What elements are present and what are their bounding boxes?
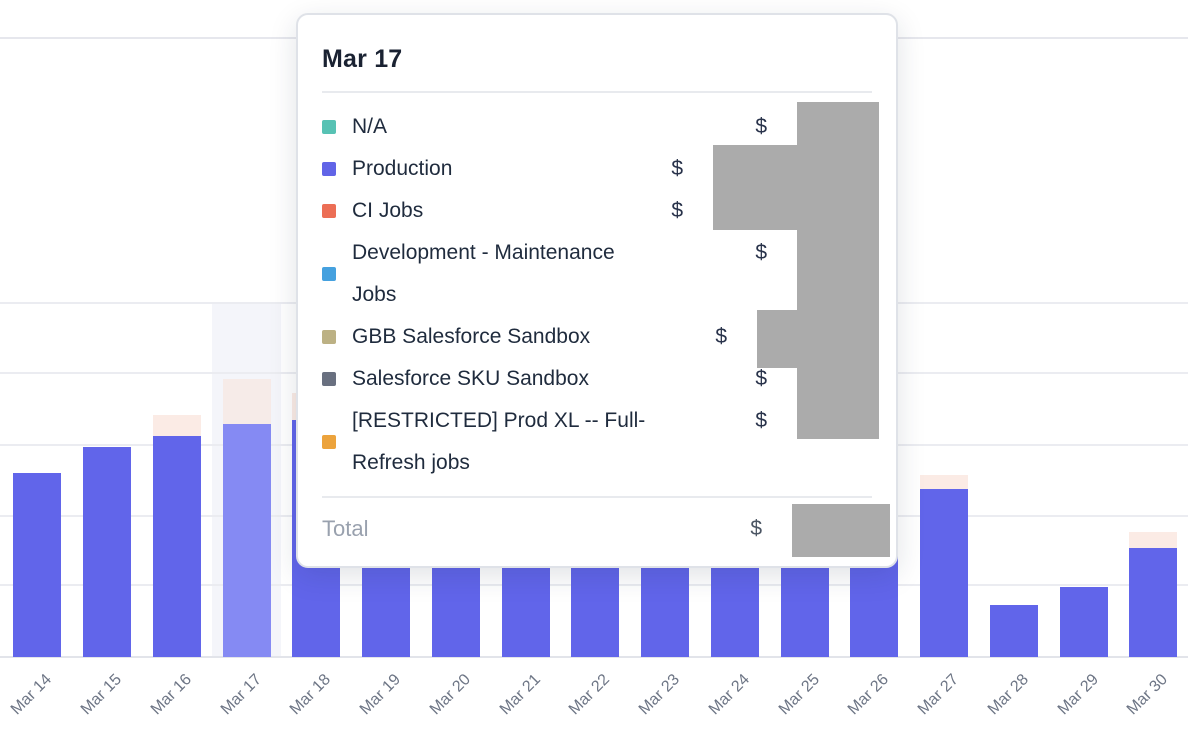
tooltip-row: [RESTRICTED] Prod XL -- Full- Refresh jo…	[322, 400, 872, 484]
bar-segment-secondary[interactable]	[222, 379, 271, 424]
series-swatch	[322, 372, 336, 386]
series-swatch	[322, 330, 336, 344]
bar-segment-primary[interactable]	[152, 436, 201, 657]
tooltip-row: CI Jobs $	[322, 190, 872, 232]
series-swatch	[322, 435, 336, 449]
series-swatch	[322, 120, 336, 134]
bar-segment-secondary[interactable]	[920, 475, 969, 489]
redacted-value-overlay	[797, 368, 879, 439]
tooltip-row: GBB Salesforce Sandbox $	[322, 316, 872, 358]
series-swatch	[322, 204, 336, 218]
redacted-value-overlay	[757, 310, 879, 368]
series-label: Production	[352, 157, 453, 180]
x-axis-line	[0, 655, 1188, 658]
row-value-currency: $	[755, 367, 767, 390]
row-value-currency: $	[671, 157, 683, 180]
tooltip-divider	[322, 496, 872, 498]
series-label: N/A	[352, 115, 388, 138]
redacted-value-overlay	[792, 504, 890, 557]
row-value-currency: $	[755, 409, 767, 432]
bar-segment-primary[interactable]	[13, 473, 62, 657]
tooltip-row: Development - Maintenance Jobs $	[322, 232, 872, 316]
row-value-currency: $	[715, 325, 727, 348]
series-label: CI Jobs	[352, 199, 424, 222]
bar-segment-primary[interactable]	[1059, 587, 1108, 657]
row-value-currency: $	[755, 115, 767, 138]
redacted-value-overlay	[797, 230, 879, 310]
series-label: Salesforce SKU Sandbox	[352, 367, 589, 390]
tooltip-total-label: Total	[322, 516, 369, 541]
series-label: Development - Maintenance Jobs	[352, 241, 615, 306]
row-value-currency: $	[671, 199, 683, 222]
redacted-value-overlay	[797, 102, 879, 145]
tooltip-row: Production $	[322, 148, 872, 190]
tooltip-divider	[322, 91, 872, 93]
series-swatch	[322, 162, 336, 176]
tooltip-row: Salesforce SKU Sandbox $	[322, 358, 872, 400]
series-label: [RESTRICTED] Prod XL -- Full- Refresh jo…	[352, 409, 646, 474]
series-swatch	[322, 267, 336, 281]
redacted-value-overlay	[713, 145, 879, 230]
tooltip-total-currency: $	[750, 517, 762, 540]
tooltip-row: N/A $	[322, 106, 872, 148]
bar-segment-primary[interactable]	[989, 605, 1038, 657]
series-label: GBB Salesforce Sandbox	[352, 325, 591, 348]
bar-segment-primary[interactable]	[222, 423, 271, 657]
chart-tooltip: Mar 17 N/A $ Production $ CI Jobs $ Developmen…	[296, 13, 898, 568]
tooltip-total-row: Total $	[322, 508, 872, 550]
bar-segment-primary[interactable]	[83, 447, 132, 657]
bar-segment-secondary[interactable]	[1129, 532, 1178, 548]
bar-segment-secondary[interactable]	[152, 415, 201, 436]
bar-segment-primary[interactable]	[920, 489, 969, 657]
bar-segment-primary[interactable]	[1129, 548, 1178, 657]
row-value-currency: $	[755, 241, 767, 264]
tooltip-title: Mar 17	[322, 45, 403, 73]
